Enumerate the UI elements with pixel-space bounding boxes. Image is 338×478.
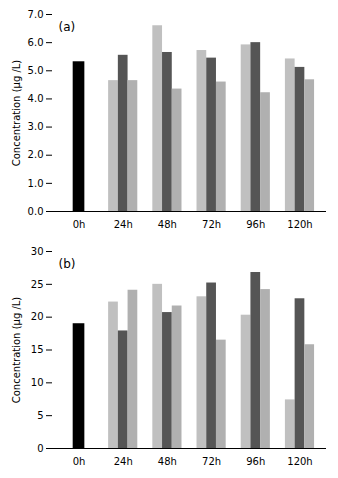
svg-text:120h: 120h: [287, 219, 312, 230]
svg-text:0h: 0h: [73, 219, 86, 230]
svg-text:20: 20: [31, 311, 44, 322]
svg-text:96h: 96h: [246, 219, 265, 230]
svg-text:24h: 24h: [114, 219, 133, 230]
svg-text:Concentration (μg /L): Concentration (μg /L): [11, 60, 22, 167]
svg-text:5.0: 5.0: [28, 65, 44, 76]
svg-text:30: 30: [31, 246, 44, 257]
svg-text:10: 10: [31, 377, 44, 388]
svg-text:3.0: 3.0: [28, 121, 44, 132]
svg-text:(b): (b): [59, 257, 76, 271]
svg-text:(a): (a): [59, 20, 76, 34]
svg-text:5: 5: [37, 410, 43, 421]
svg-text:0.0: 0.0: [28, 206, 44, 217]
svg-text:25: 25: [31, 279, 44, 290]
svg-text:72h: 72h: [202, 456, 221, 467]
svg-text:0h: 0h: [73, 456, 86, 467]
svg-text:48h: 48h: [158, 456, 177, 467]
svg-text:72h: 72h: [202, 219, 221, 230]
svg-text:120h: 120h: [287, 456, 312, 467]
svg-text:Concentration (μg /L): Concentration (μg /L): [11, 297, 22, 404]
svg-text:4.0: 4.0: [28, 93, 44, 104]
svg-text:0: 0: [37, 443, 43, 454]
svg-text:24h: 24h: [114, 456, 133, 467]
svg-text:2.0: 2.0: [28, 149, 44, 160]
svg-text:6.0: 6.0: [28, 37, 44, 48]
svg-text:1.0: 1.0: [28, 178, 44, 189]
svg-text:48h: 48h: [158, 219, 177, 230]
svg-text:7.0: 7.0: [28, 9, 44, 20]
svg-text:96h: 96h: [246, 456, 265, 467]
svg-text:15: 15: [31, 344, 44, 355]
